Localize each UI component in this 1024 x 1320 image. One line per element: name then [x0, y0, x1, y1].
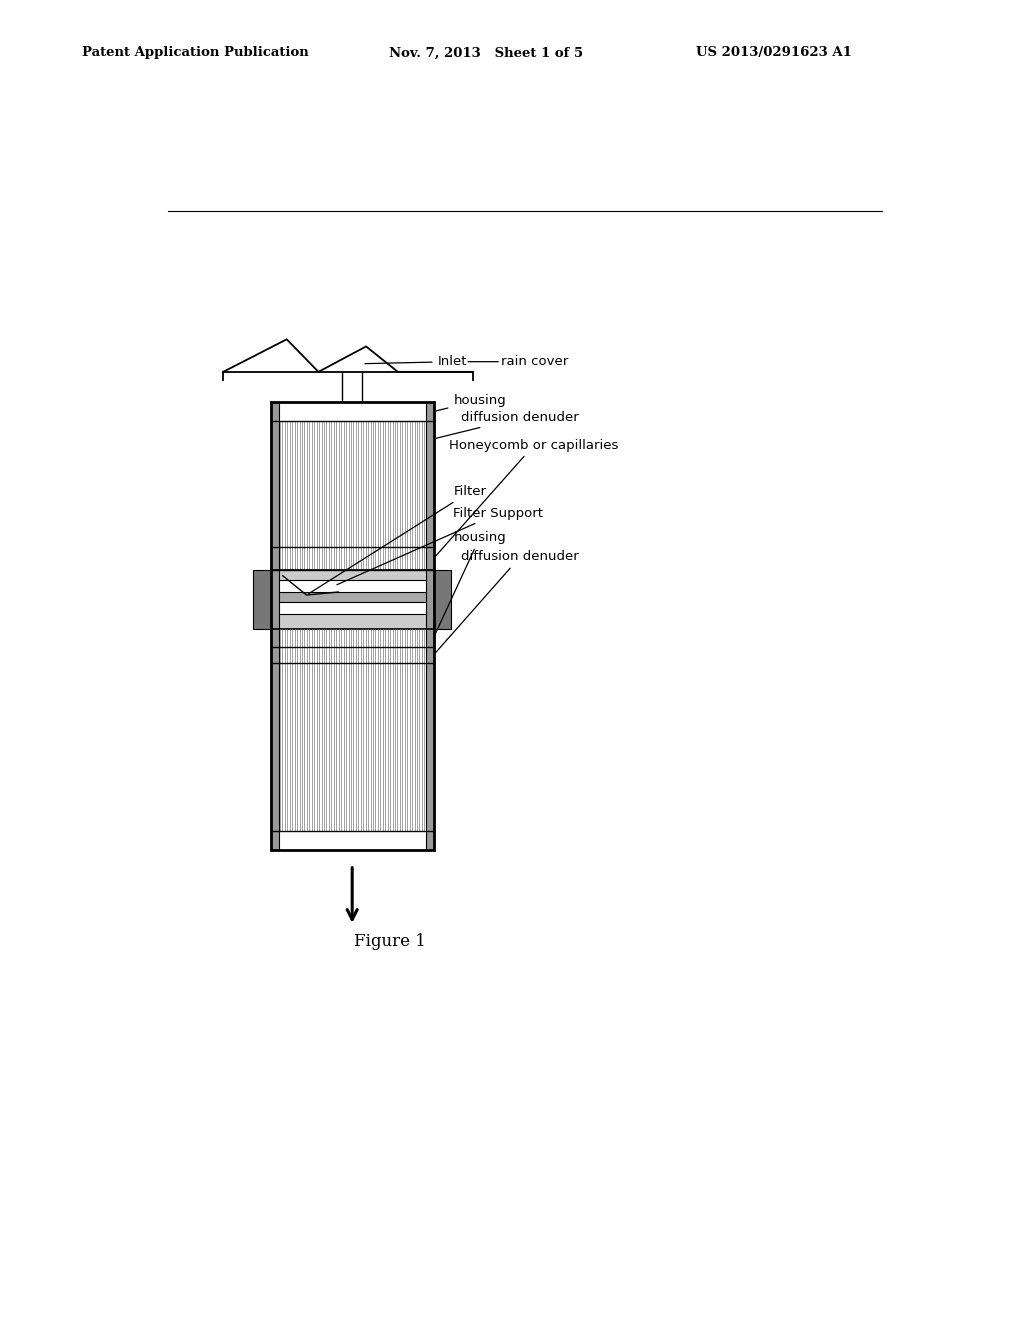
Text: rain cover: rain cover: [501, 355, 568, 368]
Text: Honeycomb or capillaries: Honeycomb or capillaries: [435, 438, 618, 556]
Bar: [279, 579, 426, 591]
Text: Filter: Filter: [309, 486, 486, 594]
Text: Figure 1: Figure 1: [354, 932, 426, 949]
Bar: [426, 403, 433, 850]
Text: diffusion denuder: diffusion denuder: [435, 550, 579, 653]
Bar: [270, 403, 279, 850]
Text: diffusion denuder: diffusion denuder: [436, 411, 579, 438]
Text: housing: housing: [436, 393, 506, 411]
Bar: [270, 403, 279, 850]
Bar: [279, 403, 426, 421]
Text: housing: housing: [435, 531, 506, 635]
Bar: [426, 403, 433, 850]
Text: US 2013/0291623 A1: US 2013/0291623 A1: [696, 46, 852, 59]
Bar: [279, 614, 426, 628]
Bar: [253, 570, 270, 628]
Text: Patent Application Publication: Patent Application Publication: [82, 46, 308, 59]
Bar: [279, 570, 426, 579]
Bar: [270, 403, 433, 850]
Text: Inlet: Inlet: [365, 355, 467, 368]
Text: Filter Support: Filter Support: [337, 507, 544, 585]
Text: Nov. 7, 2013   Sheet 1 of 5: Nov. 7, 2013 Sheet 1 of 5: [389, 46, 584, 59]
Bar: [279, 591, 426, 602]
Bar: [279, 832, 426, 850]
Bar: [433, 570, 451, 628]
Bar: [279, 602, 426, 614]
